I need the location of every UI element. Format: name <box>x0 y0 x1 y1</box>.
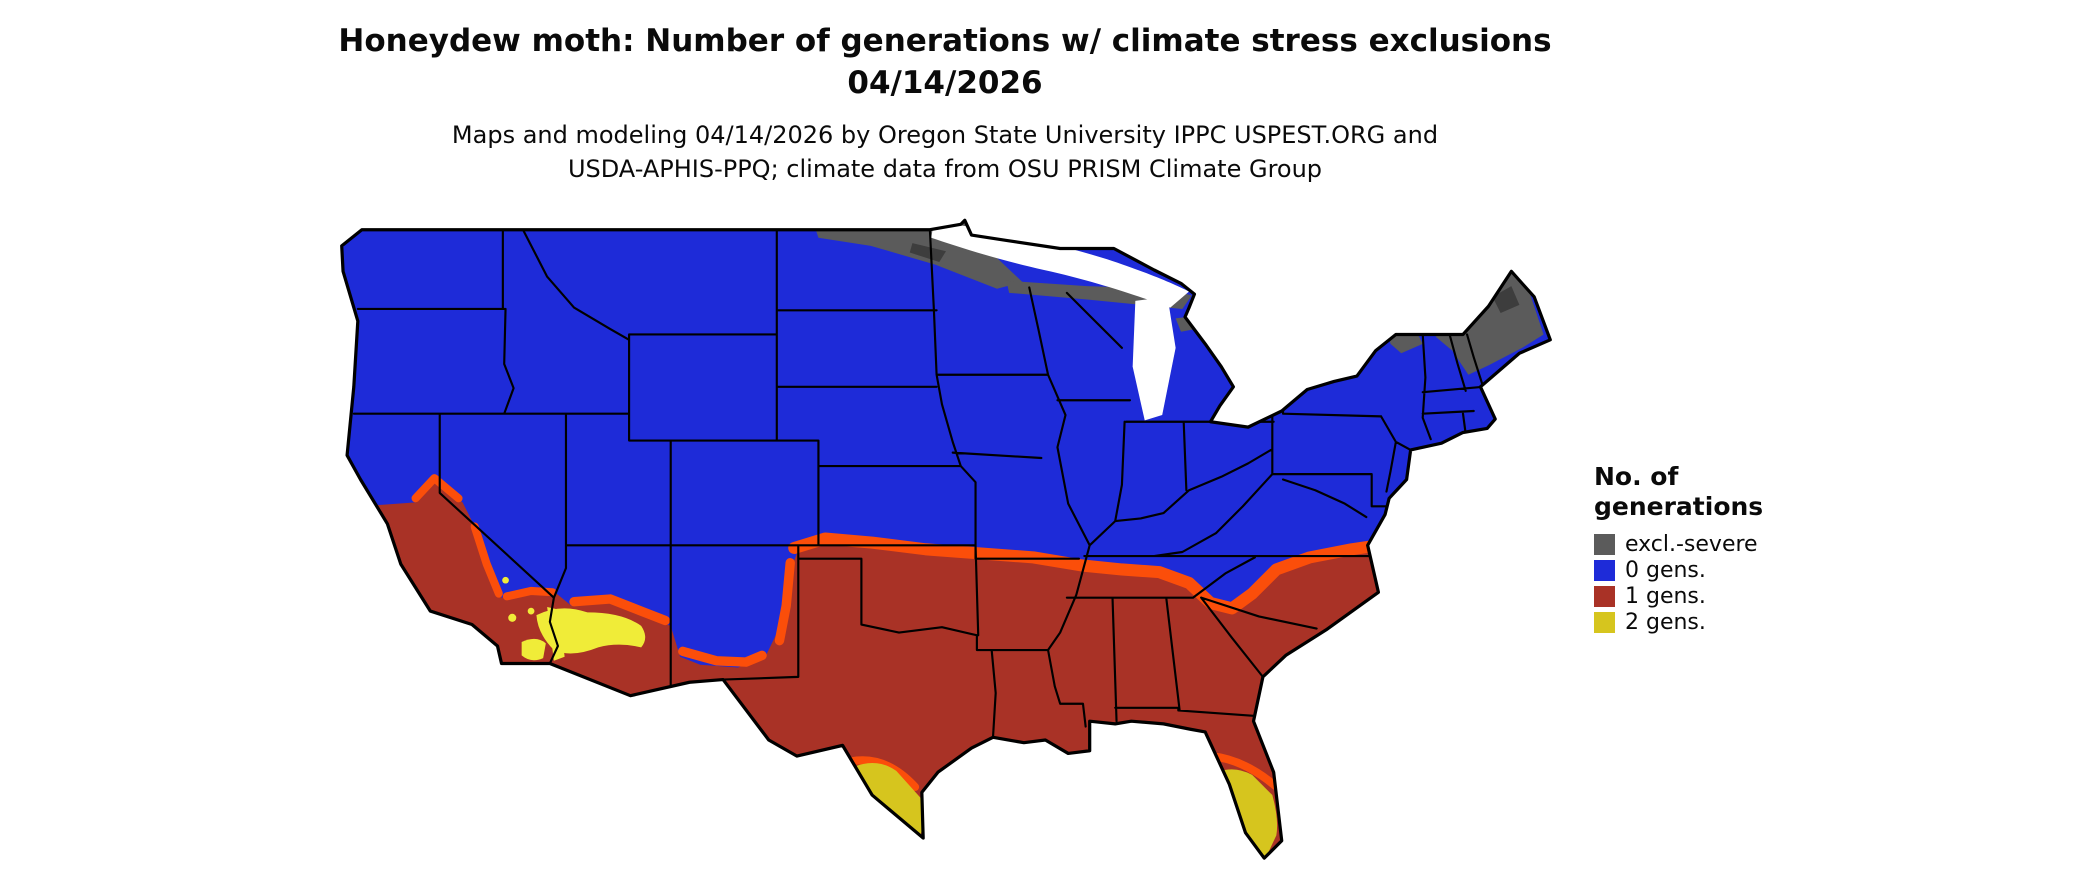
legend-swatch-2-gens <box>1594 611 1615 633</box>
map-legend: No. of generations excl.-severe 0 gens. … <box>1594 462 1854 635</box>
legend-swatch-1-gens <box>1594 585 1615 607</box>
figure-subtitle: Maps and modeling 04/14/2026 by Oregon S… <box>0 118 1890 186</box>
title-line-1: Honeydew moth: Number of generations w/ … <box>338 23 1552 59</box>
lake-superior <box>931 221 1190 308</box>
legend-swatch-excl-severe <box>1594 533 1615 555</box>
legend-label-0-gens: 0 gens. <box>1625 557 1706 583</box>
us-generations-map <box>340 218 1552 860</box>
region-2-gens-bright-fill <box>502 576 646 661</box>
us-outline <box>340 218 1552 860</box>
region-excl-severe-dark-fill <box>909 243 1520 313</box>
legend-item-1-gens: 1 gens. <box>1594 583 1854 609</box>
legend-item-0-gens: 0 gens. <box>1594 557 1854 583</box>
legend-title-line-1: No. of <box>1594 462 1679 491</box>
lake-michigan <box>1132 296 1176 421</box>
legend-label-excl-severe: excl.-severe <box>1625 531 1758 557</box>
legend-label-1-gens: 1 gens. <box>1625 583 1706 609</box>
figure-title: Honeydew moth: Number of generations w/ … <box>0 20 1890 104</box>
legend-title-line-2: generations <box>1594 492 1764 521</box>
legend-item-2-gens: 2 gens. <box>1594 609 1854 635</box>
state-borders <box>352 228 1485 739</box>
legend-items: excl.-severe 0 gens. 1 gens. 2 gens. <box>1594 531 1854 635</box>
great-lakes <box>931 221 1190 421</box>
legend-swatch-0-gens <box>1594 559 1615 581</box>
subtitle-line-1: Maps and modeling 04/14/2026 by Oregon S… <box>451 121 1439 149</box>
legend-label-2-gens: 2 gens. <box>1625 609 1706 635</box>
title-line-2: 04/14/2026 <box>847 65 1043 101</box>
legend-item-excl-severe: excl.-severe <box>1594 531 1854 557</box>
subtitle-line-2: USDA-APHIS-PPQ; climate data from OSU PR… <box>567 155 1323 183</box>
